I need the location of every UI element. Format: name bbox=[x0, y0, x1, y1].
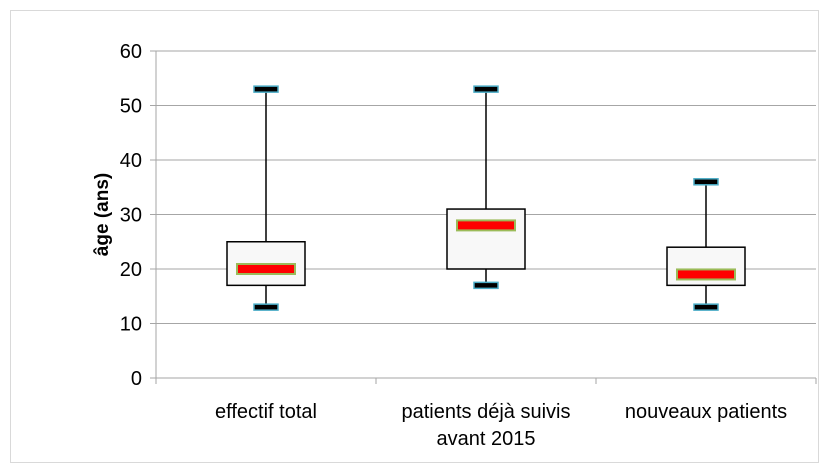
min-cap bbox=[253, 303, 279, 311]
y-axis-title: âge (ans) bbox=[92, 173, 113, 256]
x-category-label: patients déjà suivis bbox=[402, 401, 571, 423]
max-cap bbox=[693, 178, 719, 186]
box-iqr bbox=[446, 208, 526, 270]
x-category-label: nouveaux patients bbox=[625, 401, 787, 423]
x-category-label: avant 2015 bbox=[437, 428, 536, 450]
x-category-label: effectif total bbox=[215, 401, 317, 423]
chart-area bbox=[10, 10, 819, 463]
median-marker bbox=[236, 263, 296, 275]
y-tick-label: 40 bbox=[120, 150, 142, 172]
max-cap bbox=[253, 85, 279, 93]
y-tick-label: 0 bbox=[131, 368, 142, 390]
y-tick-label: 50 bbox=[120, 96, 142, 118]
min-cap bbox=[693, 303, 719, 311]
y-tick-label: 10 bbox=[120, 314, 142, 336]
y-tick-label: 30 bbox=[120, 205, 142, 227]
min-cap bbox=[473, 281, 499, 290]
median-marker bbox=[676, 268, 736, 281]
max-cap bbox=[473, 85, 499, 93]
y-tick-label: 60 bbox=[120, 41, 142, 63]
median-marker bbox=[456, 219, 516, 232]
y-tick-label: 20 bbox=[120, 259, 142, 281]
